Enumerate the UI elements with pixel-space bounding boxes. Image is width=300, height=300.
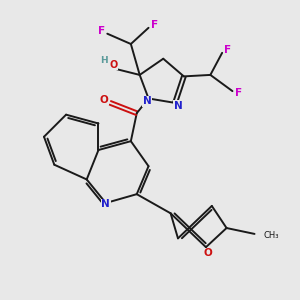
Text: N: N [101,200,110,209]
Text: O: O [100,95,109,105]
Text: F: F [224,45,232,55]
Text: F: F [98,26,105,36]
Text: CH₃: CH₃ [263,231,279,240]
Text: O: O [109,60,117,70]
Text: H: H [100,56,108,65]
Text: F: F [151,20,158,30]
Text: F: F [235,88,242,98]
Text: N: N [143,96,152,106]
Text: N: N [174,101,182,111]
Text: O: O [203,248,212,258]
